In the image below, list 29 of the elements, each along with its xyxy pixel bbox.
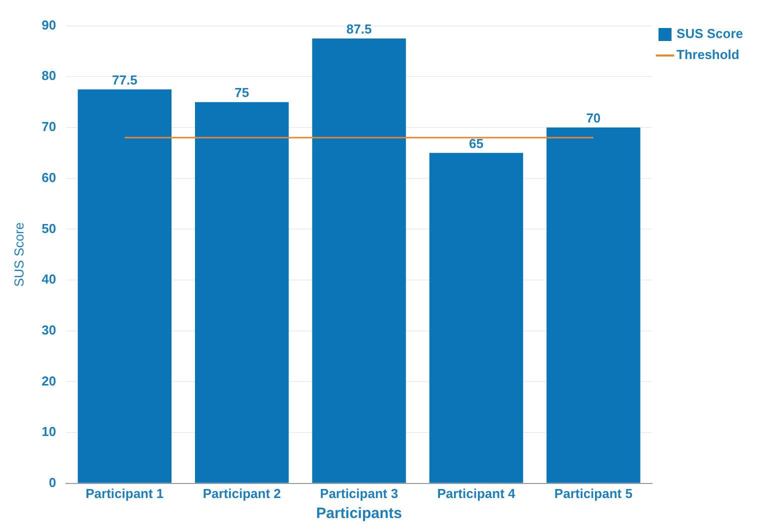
x-tick-label: Participant 3 <box>320 486 398 501</box>
x-tick-label: Participant 4 <box>437 486 516 501</box>
data-label: 70 <box>586 110 601 126</box>
x-tick-label: Participant 2 <box>202 486 281 501</box>
x-axis-title: Participants <box>316 505 402 522</box>
data-label: 77.5 <box>112 72 138 88</box>
y-tick-label: 50 <box>42 220 56 236</box>
y-tick-label: 80 <box>42 68 56 84</box>
y-tick-label: 20 <box>42 373 56 388</box>
data-label: 87.5 <box>346 22 372 37</box>
bar <box>546 127 640 483</box>
y-tick-label: 40 <box>42 272 56 287</box>
legend-label: Threshold <box>676 47 740 62</box>
data-label: 75 <box>234 85 250 100</box>
x-tick-label: Participant 1 <box>86 486 164 501</box>
y-tick-label: 60 <box>42 170 56 185</box>
bar <box>78 89 172 483</box>
bar <box>429 152 524 483</box>
legend-label: SUS Score <box>676 26 744 42</box>
data-label: 65 <box>469 136 484 151</box>
y-tick-label: 10 <box>42 424 56 440</box>
y-tick-label: 0 <box>48 474 56 490</box>
bar <box>194 102 289 483</box>
y-axis-title: SUS Score <box>11 222 26 287</box>
bar <box>312 38 406 483</box>
y-tick-label: 70 <box>42 119 56 134</box>
x-tick-label: Participant 5 <box>554 486 632 501</box>
y-tick-label: 90 <box>42 17 56 32</box>
y-tick-label: 30 <box>42 322 56 338</box>
